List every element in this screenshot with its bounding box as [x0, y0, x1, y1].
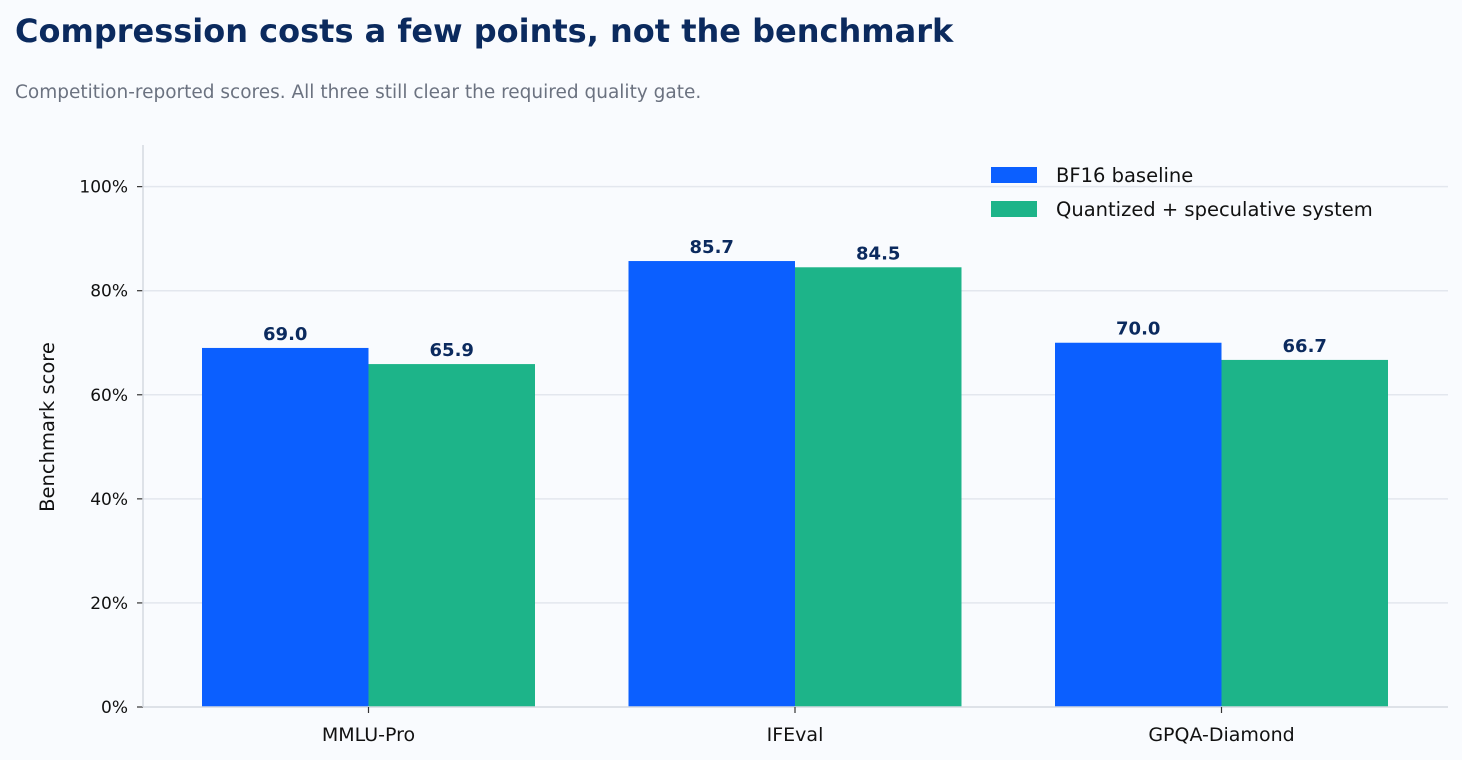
data-label: 70.0 [1116, 319, 1160, 340]
chart-title: Compression costs a few points, not the … [15, 12, 954, 50]
data-label: 85.7 [690, 237, 734, 258]
legend: BF16 baseline Quantized + speculative sys… [991, 164, 1373, 221]
y-tick-label: 20% [90, 594, 128, 614]
legend-swatch [991, 167, 1037, 183]
y-tick-label: 100% [79, 178, 128, 198]
y-tick-label: 80% [90, 282, 128, 302]
y-tick-label: 40% [90, 490, 128, 510]
y-tick-label: 0% [101, 698, 128, 718]
legend-label: Quantized + speculative system [1056, 198, 1373, 221]
data-label: 69.0 [263, 324, 307, 345]
data-label: 66.7 [1283, 336, 1327, 357]
x-tick-label: GPQA-Diamond [1148, 724, 1294, 746]
legend-swatch [991, 201, 1037, 217]
y-tick-label: 60% [90, 386, 128, 406]
legend-label: BF16 baseline [1056, 164, 1193, 187]
x-tick-label: IFEval [767, 724, 824, 746]
value-labels: 69.0 65.9 85.7 84.5 70.0 66.7 [263, 237, 1327, 361]
data-label: 65.9 [430, 340, 474, 361]
bar-bf16-mmlu-pro [202, 347, 369, 707]
chart-subtitle: Competition-reported scores. All three s… [15, 82, 701, 103]
data-label: 84.5 [856, 243, 900, 264]
bar-bf16-ifeval [628, 261, 795, 707]
y-axis-title: Benchmark score [36, 342, 59, 512]
x-tick-label: MMLU-Pro [322, 724, 415, 746]
bar-quantized-gpqa-diamond [1221, 359, 1388, 707]
bar-bf16-gpqa-diamond [1055, 342, 1222, 707]
bar-quantized-mmlu-pro [368, 364, 535, 707]
axes: 0% 20% 40% 60% 80% 100% MMLU-Pro IFEval GPQA-Dia… [79, 145, 1448, 746]
bar-quantized-ifeval [795, 267, 962, 707]
bars [202, 261, 1388, 707]
